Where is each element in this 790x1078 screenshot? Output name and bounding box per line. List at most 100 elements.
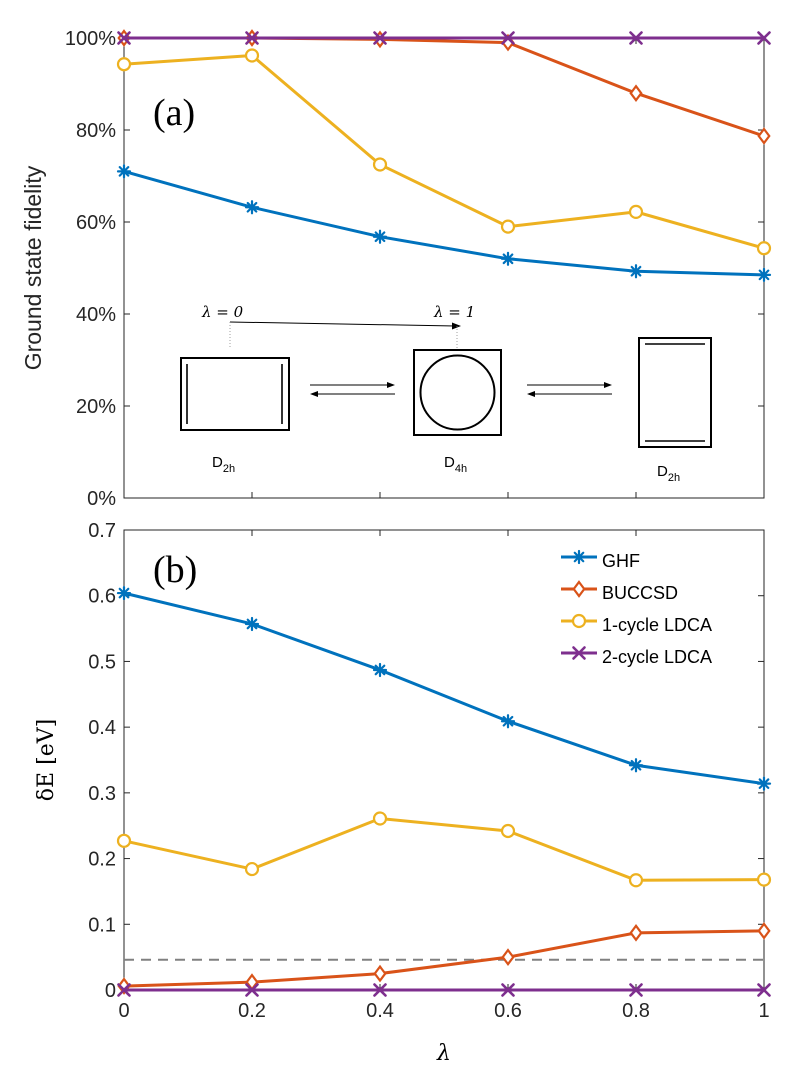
panel-b-series-2-cycle-ldca-point	[373, 983, 387, 997]
right-group-main: D	[657, 463, 668, 480]
panel-b-y-tick-label: 0.1	[88, 914, 116, 936]
panel-b-x-tick-label: 0.6	[494, 1000, 522, 1022]
panel-a-series-2-cycle-ldca-point	[757, 31, 771, 45]
legend-ghf-symbol	[561, 549, 597, 565]
panel-b-y-axis-label: δE [eV]	[34, 719, 59, 801]
panel-b-series-buccsd-point	[629, 923, 643, 942]
panel-b-series-2-cycle-ldca-point	[117, 983, 131, 997]
panel-a-series-1-cycle-ldca-point	[244, 48, 260, 63]
lambda-end-label: λ = 1	[433, 303, 475, 321]
panel-b-series-buccsd-point	[373, 964, 387, 983]
panel-b-y-tick-label: 0.5	[88, 651, 116, 673]
legend-ghf-label: GHF	[602, 551, 640, 571]
panel-a-series-2-cycle-ldca-point	[501, 31, 515, 45]
panel-b-x-tick-label: 0.2	[238, 1000, 266, 1022]
legend-entry-2-cycle-ldca: 2-cycle LDCA	[561, 646, 712, 667]
panel-b-series-ghf-point	[372, 662, 388, 678]
left-group-label: D2h	[212, 454, 235, 475]
legend-entry-ghf: GHF	[561, 549, 640, 571]
panel-b-series-ghf-point	[244, 616, 260, 632]
symmetry-inset: λ = 0 λ = 1 D2h D4h D2	[180, 303, 712, 484]
panel-a-series-ghf-point	[116, 164, 132, 179]
panel-a-y-tick-label: 60%	[76, 212, 116, 234]
panel-b: 0 0.2 0.4 0.6 0.8 1 0 0.1 0.2 0.3 0.4 0.5 0.6 0.7 (b)…	[34, 520, 772, 1066]
equilibrium-arrow-right-back-head	[527, 391, 535, 397]
panel-a-series-buccsd-point	[629, 84, 643, 103]
legend-1-cycle-ldca-symbol	[561, 613, 597, 629]
middle-group-label: D4h	[444, 454, 467, 475]
legend-marker-sample	[571, 613, 587, 629]
panel-b-x-axis-label: λ	[436, 1041, 451, 1066]
panel-a-series-buccsd-point	[757, 127, 771, 145]
panel-a-series-1-cycle-ldca-point	[756, 241, 772, 256]
middle-group-main: D	[444, 454, 455, 471]
legend-1-cycle-ldca-label: 1-cycle LDCA	[602, 615, 712, 635]
right-rectangle	[638, 337, 712, 448]
panel-b-series-buccsd-line	[123, 929, 765, 988]
right-group-label: D2h	[657, 463, 680, 484]
legend-box	[553, 545, 753, 677]
panel-b-y-tick-label: 0.3	[88, 783, 116, 805]
panel-b-plot: 0 0.2 0.4 0.6 0.8 1 0 0.1 0.2 0.3 0.4 0.5 0.6 0.7	[88, 520, 772, 1022]
legend: GHF BUCCSD 1-cycle LDCA 2-cycle LDCA	[553, 545, 753, 677]
panel-a-label: (a)	[153, 92, 195, 134]
panel-a-series-ghf-point	[372, 229, 388, 244]
panel-a-series-2-cycle-ldca-point	[117, 31, 131, 45]
legend-buccsd-label: BUCCSD	[602, 583, 678, 603]
panel-b-label: (b)	[153, 549, 197, 591]
panel-a-y-tick-label: 100%	[65, 28, 116, 50]
panel-a-y-tick-label: 20%	[76, 396, 116, 418]
panel-b-y-tick-label: 0.4	[88, 717, 116, 739]
panel-b-series-buccsd-point	[501, 948, 515, 966]
panel-a-y-axis-label: Ground state fidelity	[20, 165, 46, 370]
panel-a-series-2-cycle-ldca-point	[245, 31, 259, 45]
panel-a-series-ghf-point	[628, 264, 644, 279]
panel-b-series-ghf-point	[116, 585, 132, 601]
panel-b-series-ghf-point	[500, 714, 516, 729]
middle-circle	[419, 354, 496, 431]
panel-a-series-ghf-point	[756, 267, 772, 282]
panel-a-series-2-cycle-ldca-point	[629, 31, 643, 45]
lambda-start-label: λ = 0	[201, 303, 244, 321]
panel-a-frame	[123, 37, 765, 499]
panel-a-series-ghf-line	[123, 169, 765, 277]
panel-a-series-2-cycle-ldca-point	[373, 31, 387, 45]
panel-b-y-tick-label: 0.2	[88, 849, 116, 871]
panel-b-series-1-cycle-ldca-point	[628, 873, 644, 888]
panel-b-y-tick-label: 0	[105, 980, 116, 1002]
legend-marker-sample	[571, 549, 587, 565]
panel-a-series-1-cycle-ldca-line	[123, 53, 765, 250]
panel-b-x-tick-label: 1	[758, 1000, 769, 1022]
panel-a-y-tick-label: 0%	[87, 488, 116, 510]
legend-entry-buccsd: BUCCSD	[561, 580, 678, 603]
panel-b-series-ghf-point	[628, 758, 644, 773]
panel-b-series-ghf-point	[756, 776, 772, 791]
legend-entry-1-cycle-ldca: 1-cycle LDCA	[561, 613, 712, 635]
panel-a-series-1-cycle-ldca-point	[116, 57, 132, 72]
panel-a-series-ghf-point	[244, 200, 260, 215]
panel-a-series-1-cycle-ldca-point	[628, 204, 644, 219]
left-rectangle	[180, 357, 290, 431]
legend-2-cycle-ldca-label: 2-cycle LDCA	[602, 647, 712, 667]
panel-a: λ = 0 λ = 1 D2h D4h D2	[20, 28, 772, 510]
panel-a-y-tick-label: 40%	[76, 304, 116, 326]
panel-b-series-1-cycle-ldca-point	[756, 872, 772, 887]
panel-b-series-1-cycle-ldca-point	[244, 861, 260, 877]
legend-buccsd-symbol	[561, 580, 597, 598]
lambda-arrow-head	[452, 322, 461, 330]
lambda-arrow-line	[229, 321, 456, 327]
right-group-sub: 2h	[668, 472, 680, 484]
panel-b-y-tick-label: 0.7	[88, 520, 116, 542]
panel-a-plot: 0% 20% 40% 60% 80% 100%	[65, 28, 772, 510]
panel-b-series-1-cycle-ldca-point	[116, 833, 132, 848]
legend-2-cycle-ldca-symbol	[561, 646, 597, 660]
panel-b-y-tick-label: 0.6	[88, 586, 116, 608]
middle-square	[413, 349, 502, 436]
panel-b-series-2-cycle-ldca-point	[245, 983, 259, 997]
panel-b-series-1-cycle-ldca-point	[372, 811, 388, 826]
panel-a-series-1-cycle-ldca-point	[500, 219, 516, 234]
panel-a-y-tick-label: 80%	[76, 120, 116, 142]
panel-b-series-buccsd-point	[757, 922, 771, 940]
middle-group-sub: 4h	[455, 463, 467, 475]
